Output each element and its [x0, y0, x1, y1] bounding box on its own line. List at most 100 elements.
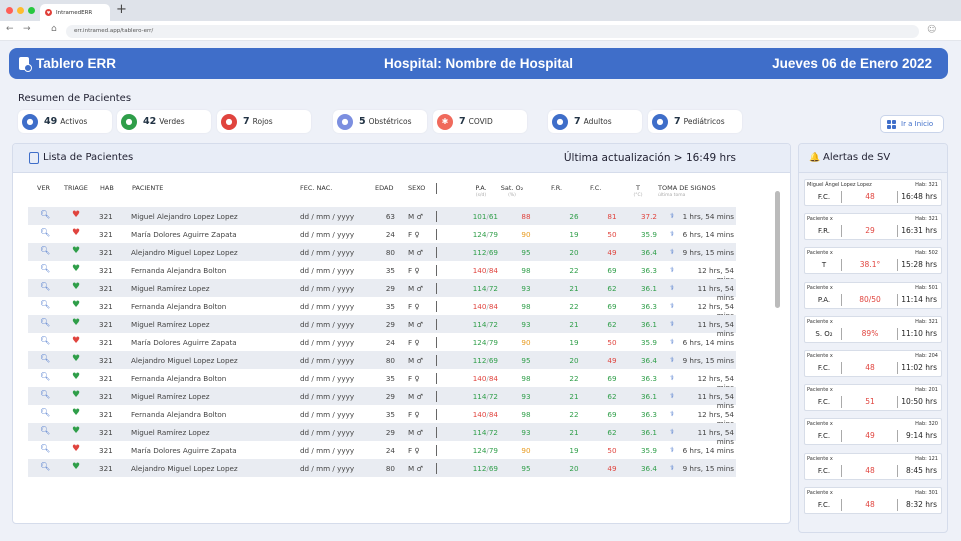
vitals-icon[interactable]: ⚕	[670, 229, 674, 238]
alert-card[interactable]: Paciente x Hab: 321 F.R. 29 16:31 hrs	[804, 213, 942, 241]
summary-adultos[interactable]: ● 7 Adultos	[548, 110, 642, 133]
alert-card[interactable]: Paciente x Hab: 121 F.C. 48 8:45 hrs	[804, 452, 942, 480]
alert-card[interactable]: Paciente x Hab: 204 F.C. 48 11:02 hrs	[804, 350, 942, 377]
summary-verdes[interactable]: ● 42 Verdes	[117, 110, 211, 133]
view-icon[interactable]: 🔍︎	[40, 444, 51, 453]
vitals-icon[interactable]: ⚕	[670, 355, 674, 364]
alert-hab: Hab: 321	[915, 318, 938, 325]
table-row[interactable]: 🔍︎ ♥ 321 Alejandro Miguel Lopez Lopez dd / m…	[28, 459, 736, 477]
vitals-icon[interactable]: ⚕	[670, 265, 674, 274]
table-row[interactable]: 🔍︎ ♥ 321 Miguel Ramírez Lopez dd / mm / yyyy…	[28, 279, 736, 302]
summary-covid[interactable]: ✱ 7 COVID	[433, 110, 527, 133]
col-fc[interactable]: F.C.	[590, 184, 602, 192]
view-icon[interactable]: 🔍︎	[40, 210, 51, 219]
cell-pa-dia: 69	[488, 356, 498, 365]
table-row[interactable]: 🔍︎ ♥ 321 Alejandro Miguel Lopez Lopez dd / m…	[28, 243, 736, 261]
vitals-icon[interactable]: ⚕	[670, 373, 674, 382]
summary-obstetricos[interactable]: ● 5 Obstétricos	[333, 110, 427, 133]
view-icon[interactable]: 🔍︎	[40, 246, 51, 255]
vitals-icon[interactable]: ⚕	[670, 409, 674, 418]
col-pa[interactable]: P.A. (s/d)	[469, 184, 493, 198]
forward-icon[interactable]: →	[23, 24, 31, 34]
col-fec-nac[interactable]: FEC. NAC.	[300, 184, 333, 192]
alert-card[interactable]: Paciente x Hab: 321 S. O₂ 89% 11:10 hrs	[804, 315, 942, 343]
table-row[interactable]: 🔍︎ ♥ 321 Miguel Ramírez Lopez dd / mm / yyyy…	[28, 387, 736, 410]
table-row[interactable]: 🔍︎ ♥ 321 Fernanda Alejandra Bolton dd / mm /…	[28, 261, 736, 284]
col-triage[interactable]: TRIAGE	[64, 184, 88, 192]
cell-fc: 50	[607, 230, 617, 239]
col-sat[interactable]: Sat. O₂ (%)	[497, 184, 527, 198]
view-icon[interactable]: 🔍︎	[40, 408, 51, 417]
cell-t: 36.4	[640, 248, 657, 257]
table-row[interactable]: 🔍︎ ♥ 321 Miguel Alejandro Lopez Lopez dd / m…	[28, 207, 736, 225]
alert-card[interactable]: Paciente x Hab: 301 F.C. 48 8:32 hrs	[804, 486, 942, 514]
alert-card[interactable]: Miguel Ángel Lopez Lopez Hab: 321 F.C. 48 16…	[804, 179, 942, 206]
col-hab[interactable]: HAB	[100, 184, 114, 192]
col-ver[interactable]: VER	[37, 184, 51, 192]
col-fr[interactable]: F.R.	[551, 184, 563, 192]
alert-label: F.C.	[807, 498, 842, 511]
maximize-window-icon[interactable]	[28, 7, 35, 14]
vitals-icon[interactable]: ⚕	[670, 247, 674, 256]
ir-inicio-button[interactable]: Ir a Inicio	[880, 115, 944, 133]
summary-activos[interactable]: ● 49 Activos	[18, 110, 112, 133]
vitals-icon[interactable]: ⚕	[670, 445, 674, 454]
table-row[interactable]: 🔍︎ ♥ 321 Fernanda Alejandra Bolton dd / mm /…	[28, 297, 736, 320]
back-icon[interactable]: ←	[6, 24, 14, 34]
table-row[interactable]: 🔍︎ ♥ 321 Miguel Ramírez Lopez dd / mm / yyyy…	[28, 315, 736, 338]
table-row[interactable]: 🔍︎ ♥ 321 Fernanda Alejandra Bolton dd / mm /…	[28, 405, 736, 428]
url-input[interactable]: err.intramed.app/tablero-err/	[66, 25, 919, 38]
view-icon[interactable]: 🔍︎	[40, 282, 51, 291]
home-icon[interactable]: ⌂	[51, 24, 57, 34]
vitals-icon[interactable]: ⚕	[670, 427, 674, 436]
column-divider	[436, 247, 437, 258]
vitals-icon[interactable]: ⚕	[670, 319, 674, 328]
view-icon[interactable]: 🔍︎	[40, 300, 51, 309]
view-icon[interactable]: 🔍︎	[40, 390, 51, 399]
view-icon[interactable]: 🔍︎	[40, 426, 51, 435]
view-icon[interactable]: 🔍︎	[40, 462, 51, 471]
table-row[interactable]: 🔍︎ ♥ 321 María Dolores Aguirre Zapata dd / m…	[28, 225, 736, 243]
col-toma[interactable]: TOMA DE SIGNOS última toma	[658, 184, 716, 198]
account-icon[interactable]: ☺	[927, 25, 937, 35]
user-check-icon: ●	[121, 113, 137, 130]
vitals-icon[interactable]: ⚕	[670, 463, 674, 472]
cell-fr: 22	[569, 374, 579, 383]
cell-sat: 93	[521, 428, 531, 437]
alert-card[interactable]: Paciente x Hab: 501 P.A. 80/50 11:14 hrs	[804, 281, 942, 309]
vitals-icon[interactable]: ⚕	[670, 337, 674, 346]
summary-rojos[interactable]: ● 7 Rojos	[217, 110, 311, 133]
table-row[interactable]: 🔍︎ ♥ 321 María Dolores Aguirre Zapata dd / m…	[28, 333, 736, 351]
table-row[interactable]: 🔍︎ ♥ 321 Fernanda Alejandra Bolton dd / mm /…	[28, 369, 736, 392]
new-tab-icon[interactable]: +	[116, 2, 127, 17]
close-window-icon[interactable]	[6, 7, 13, 14]
cell-fec-nac: dd / mm / yyyy	[300, 248, 355, 257]
minimize-window-icon[interactable]	[17, 7, 24, 14]
table-row[interactable]: 🔍︎ ♥ 321 María Dolores Aguirre Zapata dd / m…	[28, 441, 736, 459]
view-icon[interactable]: 🔍︎	[40, 336, 51, 345]
alert-card[interactable]: Paciente x Hab: 502 T 38.1° 15:28 hrs	[804, 247, 942, 275]
cell-edad: 24	[385, 446, 395, 455]
alert-card[interactable]: Paciente x Hab: 201 F.C. 51 10:50 hrs	[804, 384, 942, 412]
table-row[interactable]: 🔍︎ ♥ 321 Alejandro Miguel Lopez Lopez dd / m…	[28, 351, 736, 369]
view-icon[interactable]: 🔍︎	[40, 318, 51, 327]
col-sexo[interactable]: SEXO	[408, 184, 426, 192]
view-icon[interactable]: 🔍︎	[40, 354, 51, 363]
cell-pa-slash: /	[486, 284, 489, 293]
col-t[interactable]: T (°C)	[631, 184, 645, 198]
view-icon[interactable]: 🔍︎	[40, 264, 51, 273]
table-row[interactable]: 🔍︎ ♥ 321 Miguel Ramírez Lopez dd / mm / yyyy…	[28, 423, 736, 446]
col-paciente[interactable]: PACIENTE	[132, 184, 164, 192]
cell-fec-nac: dd / mm / yyyy	[300, 266, 355, 275]
view-icon[interactable]: 🔍︎	[40, 228, 51, 237]
vitals-icon[interactable]: ⚕	[670, 283, 674, 292]
summary-pediatricos[interactable]: ● 7 Pediátricos	[648, 110, 742, 133]
vitals-icon[interactable]: ⚕	[670, 301, 674, 310]
col-edad[interactable]: EDAD	[375, 184, 394, 192]
vitals-icon[interactable]: ⚕	[670, 391, 674, 400]
browser-tab[interactable]: ♥ IntramedERR	[40, 4, 110, 21]
view-icon[interactable]: 🔍︎	[40, 372, 51, 381]
scrollbar[interactable]	[775, 191, 780, 308]
vitals-icon[interactable]: ⚕	[670, 211, 674, 220]
alert-card[interactable]: Paciente x Hab: 320 F.C. 49 9:14 hrs	[804, 418, 942, 446]
